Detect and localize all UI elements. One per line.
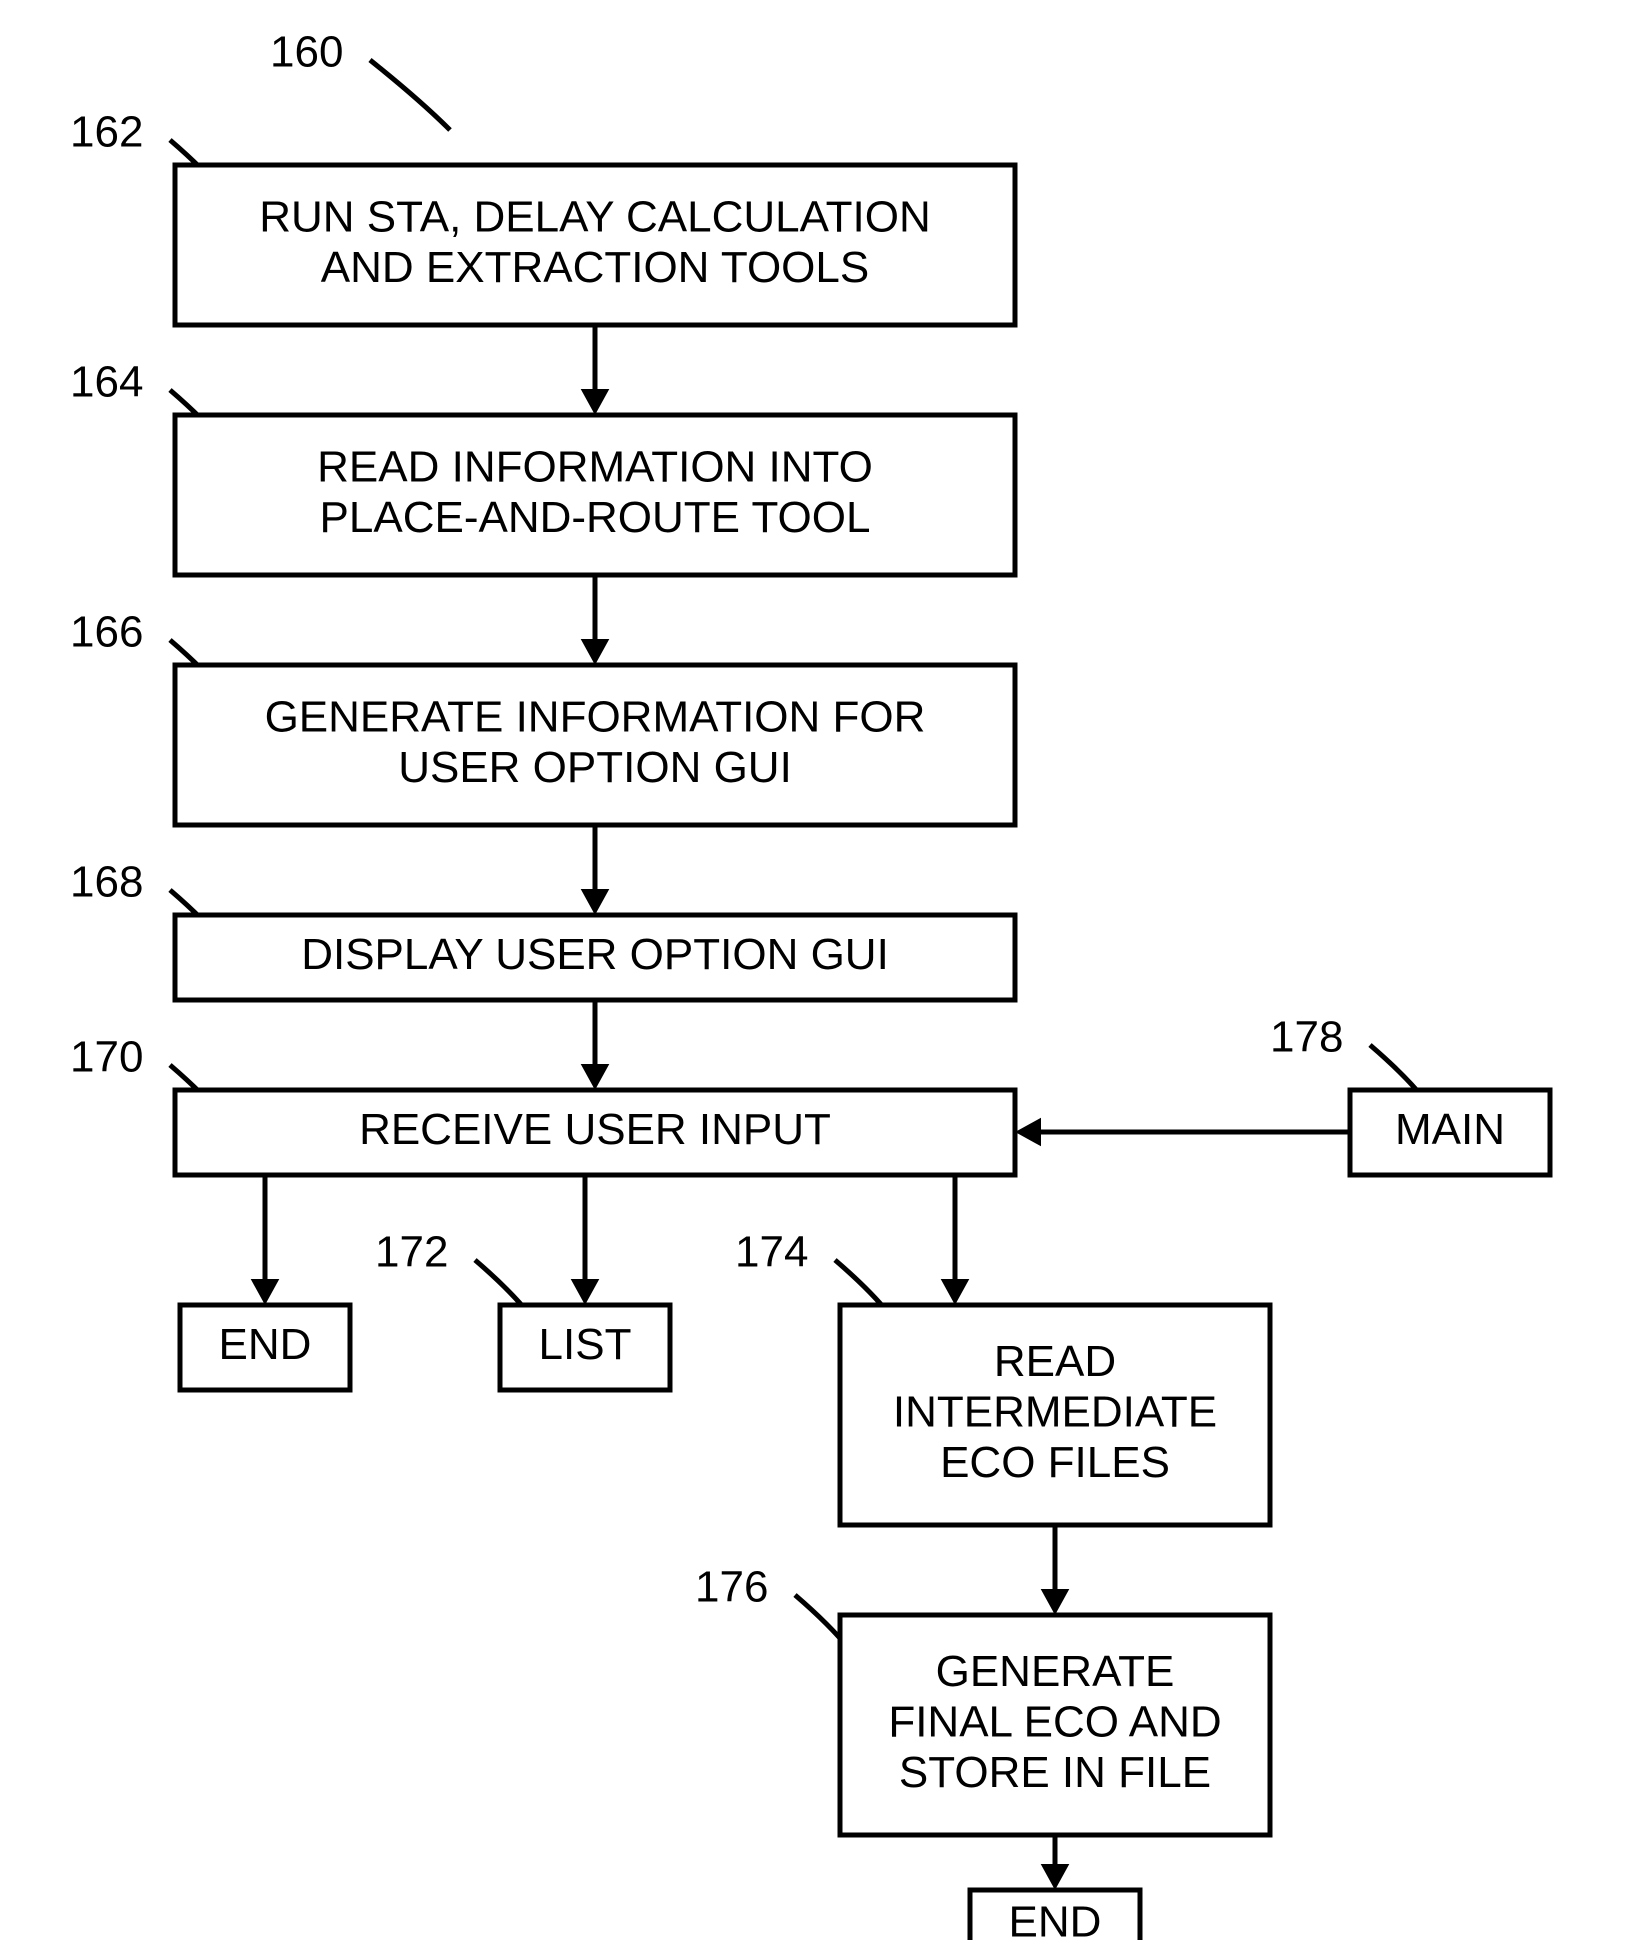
ref-160: 160 (270, 28, 343, 77)
node-label-n176-0: GENERATE (936, 1647, 1175, 1696)
ref-164: 164 (70, 358, 143, 407)
node-label-n164-0: READ INFORMATION INTO (317, 442, 873, 491)
ref-168: 168 (70, 858, 143, 907)
ref-176: 176 (695, 1563, 768, 1612)
ref-172: 172 (375, 1228, 448, 1277)
ref-170: 170 (70, 1033, 143, 1082)
node-label-n174-0: READ (994, 1337, 1116, 1386)
node-label-n174-1: INTERMEDIATE (893, 1388, 1217, 1437)
node-label-n178-0: MAIN (1395, 1105, 1505, 1154)
ref-166: 166 (70, 608, 143, 657)
node-label-n176-1: FINAL ECO AND (888, 1698, 1221, 1747)
node-label-n164-1: PLACE-AND-ROUTE TOOL (320, 493, 871, 542)
node-label-nend2-0: END (1009, 1898, 1102, 1940)
node-label-n172-0: LIST (539, 1320, 632, 1369)
node-label-n162-0: RUN STA, DELAY CALCULATION (259, 192, 931, 241)
ref-162: 162 (70, 108, 143, 157)
node-label-nend1-0: END (219, 1320, 312, 1369)
node-label-n168-0: DISPLAY USER OPTION GUI (301, 930, 889, 979)
flowchart: 160 162 RUN STA, DELAY CALCULATIONAND EXTR… (0, 0, 1649, 1940)
node-label-n174-2: ECO FILES (940, 1438, 1170, 1487)
ref-178: 178 (1270, 1013, 1343, 1062)
ref-174: 174 (735, 1228, 808, 1277)
node-label-n162-1: AND EXTRACTION TOOLS (321, 243, 869, 292)
node-label-n166-1: USER OPTION GUI (398, 743, 792, 792)
node-label-n176-2: STORE IN FILE (899, 1748, 1211, 1797)
node-label-n166-0: GENERATE INFORMATION FOR (265, 692, 926, 741)
node-label-n170-0: RECEIVE USER INPUT (359, 1105, 831, 1154)
